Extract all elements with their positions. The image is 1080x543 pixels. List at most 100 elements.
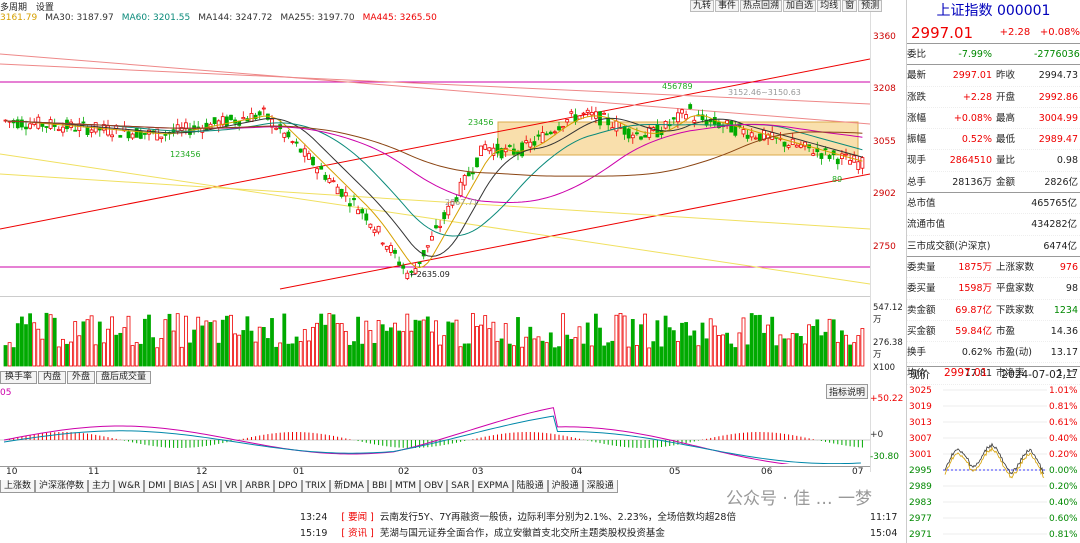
volume-bar [364,320,369,367]
indicator-help-button[interactable]: 指标说明 [826,384,869,399]
news-item[interactable]: 15:19[ 资讯 ] 芜湖与国元证券全面合作，成立安徽首支北交所主题类股权投资基… [300,528,898,539]
settings-tab[interactable]: 设置 [35,3,54,13]
tool-button[interactable]: 加自选 [783,0,817,12]
volume-bar [844,334,848,367]
candle-body [425,245,430,248]
sub-tab[interactable]: 换手率 [0,371,38,384]
indicator-tab[interactable]: VR [220,480,242,493]
volume-bar [93,344,98,367]
macd-chart[interactable] [0,396,870,464]
toolbar: 九转 事件 热点回溯 加自选 均线窗预测 [690,0,883,12]
volume-bar [36,328,41,367]
candle-body [762,130,766,141]
candle-body [856,161,861,170]
volume-bar [852,342,857,367]
dea-line [3,415,861,464]
mini-left-tick: 3019 [909,402,932,412]
volume-bar [462,343,467,367]
tool-button[interactable]: 九转 [690,0,715,12]
indicator-tab[interactable]: EXPMA [473,480,513,493]
candle-body [622,126,627,135]
indicator-tab[interactable]: 新DMA [330,480,368,493]
volume-bar [347,344,352,367]
volume-bar [114,334,119,367]
indicator-tab[interactable]: 陆股通 [512,480,548,493]
volume-bar [799,335,803,367]
volume-bar [438,344,443,367]
volume-bar [446,321,451,367]
indicator-tab[interactable]: 上涨数 [0,480,36,493]
indicator-tab[interactable]: 沪深涨停数 [35,480,89,493]
indicator-tab[interactable]: DMI [144,480,170,493]
indicator-tab[interactable]: OBV [420,480,448,493]
volume-bar [692,330,697,367]
volume-bar [384,330,389,367]
candle-body [106,125,110,136]
indicator-tab[interactable]: SAR [447,480,474,493]
volume-bar [507,343,512,367]
candle-body [745,134,750,139]
news-item[interactable]: 13:24[ 要闻 ] 云南发行5Y、7Y再融资一般债，边际利率分别为2.1%、2… [300,512,898,523]
volume-bar [85,319,90,367]
month-label: 01 [293,467,305,477]
volume-bar [298,341,303,367]
low-annotation: ←2635.09 [410,270,450,279]
volume-bar [737,332,742,367]
intraday-chart[interactable]: 3025 1.01% 3019 0.81% 3013 0.61% 3007 0.40% 3001… [907,384,1080,543]
volume-bar [532,338,537,367]
volume-bar [343,330,348,367]
trend-line [0,53,870,125]
indicator-tab[interactable]: DPO [274,480,302,493]
ma-values: 3161.79 MA30: 3187.97 MA60: 3201.55 MA144: … [0,13,445,23]
indicator-tab[interactable]: MTM [390,480,421,493]
indicator-tab[interactable]: 主力 [88,480,115,493]
volume-bar [749,313,754,367]
indicator-tab[interactable]: W&R [114,480,145,493]
candle-body [450,200,455,206]
indicator-tab[interactable]: 沪股通 [547,480,583,493]
volume-bar [167,313,172,367]
multi-period-tab[interactable]: 多周期 [0,3,28,13]
indicator-tab[interactable]: TRIX [301,480,331,493]
indicator-tab[interactable]: BIAS [169,480,199,493]
volume-bar [553,347,557,367]
candle-body [327,178,332,183]
volume-bar [602,345,606,367]
volume-bar [680,322,684,367]
candle-body [512,148,516,155]
candle-body [274,127,279,130]
candle-body [356,209,361,215]
indicator-tab[interactable]: ARBR [241,480,275,493]
candle-body [372,229,377,233]
sub-tab[interactable]: 盘后成交量 [96,371,152,384]
indicator-tab[interactable]: ASI [198,480,221,493]
volume-chart[interactable] [0,296,870,368]
candle-body [81,121,86,124]
volume-bar [360,343,365,367]
candle-body [614,120,619,132]
indicator-tab[interactable]: BBI [367,480,391,493]
candle-body [585,109,590,113]
candle-body [352,197,356,201]
tool-button[interactable]: 预测 [858,0,883,12]
candlestick-chart[interactable] [0,24,870,374]
tool-button[interactable]: 事件 [715,0,740,12]
tool-button[interactable]: 热点回溯 [740,0,783,12]
volume-bar [142,318,147,367]
tool-button[interactable]: 窗 [842,0,858,12]
tool-button[interactable]: 均线 [817,0,842,12]
volume-bar [77,335,82,367]
candle-body [803,141,807,147]
volume-bar [581,343,586,367]
indicator-tab[interactable]: 深股通 [582,480,618,493]
candle-body [540,132,545,144]
mini-right-tick: 0.00% [1049,466,1078,476]
volume-bar [766,324,770,367]
sub-tab[interactable]: 外盘 [67,371,96,384]
sub-tab[interactable]: 内盘 [38,371,67,384]
volume-bar [352,341,356,367]
candle-body [483,144,488,150]
candle-body [823,148,828,151]
macd-tick: +50.22 [870,394,904,404]
quote-row: 振幅 0.52% 最低 2989.47 [907,129,1080,151]
